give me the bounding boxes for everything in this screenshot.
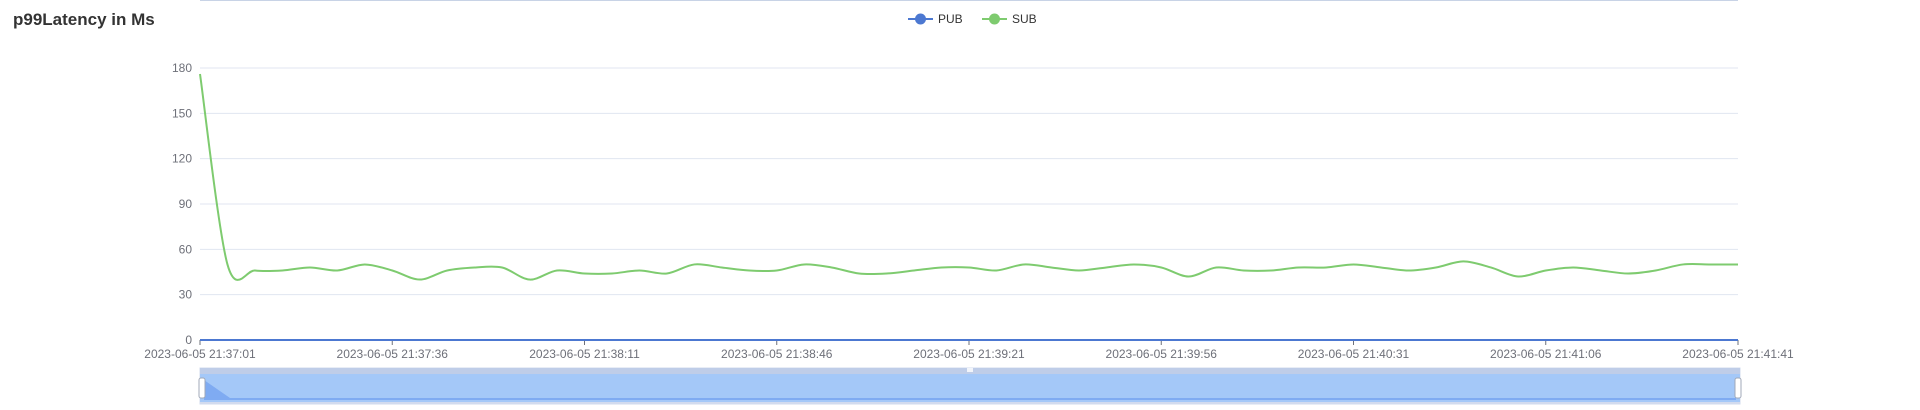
y-tick-label: 0	[185, 333, 192, 347]
x-tick-label: 2023-06-05 21:39:21	[913, 347, 1025, 361]
x-tick-label: 2023-06-05 21:37:01	[144, 347, 256, 361]
x-tick-label: 2023-06-05 21:40:31	[1298, 347, 1410, 361]
y-tick-label: 120	[172, 152, 192, 166]
x-tick-label: 2023-06-05 21:37:36	[337, 347, 449, 361]
grid-lines	[200, 0, 1738, 296]
y-axis: 0 30 60 90 120 150 180	[172, 61, 192, 347]
legend-label: SUB	[1012, 12, 1037, 26]
legend-item-sub[interactable]: SUB	[982, 12, 1037, 26]
y-tick-label: 60	[179, 242, 193, 256]
x-tick-label: 2023-06-05 21:38:46	[721, 347, 833, 361]
y-tick-label: 30	[179, 288, 193, 302]
y-tick-label: 90	[179, 197, 193, 211]
x-tick-label: 2023-06-05 21:41:06	[1490, 347, 1602, 361]
zoom-preview-area	[204, 380, 1736, 400]
series-line-sub	[199, 73, 1738, 281]
y-tick-label: 150	[172, 106, 192, 120]
zoom-selected-range[interactable]	[200, 374, 1740, 402]
legend-label: PUB	[938, 12, 963, 26]
data-zoom-slider[interactable]	[198, 367, 1742, 405]
x-tick-label: 2023-06-05 21:39:56	[1106, 347, 1218, 361]
zoom-move-handle[interactable]	[967, 368, 973, 372]
x-tick-label: 2023-06-05 21:38:11	[529, 347, 640, 361]
y-tick-label: 180	[172, 61, 192, 75]
zoom-handle-right[interactable]	[1734, 377, 1742, 399]
chart-title: p99Latency in Ms	[13, 10, 155, 29]
legend-circle-icon	[989, 13, 1000, 25]
x-tick-label: 2023-06-05 21:41:41	[1682, 347, 1794, 361]
zoom-handle-left[interactable]	[198, 377, 206, 399]
legend-item-pub[interactable]: PUB	[908, 12, 963, 26]
x-axis: 2023-06-05 21:37:01 2023-06-05 21:37:36 20…	[144, 339, 1794, 361]
legend-circle-icon	[915, 13, 926, 25]
series-lines	[199, 73, 1738, 341]
legend: PUB SUB	[908, 12, 1037, 26]
